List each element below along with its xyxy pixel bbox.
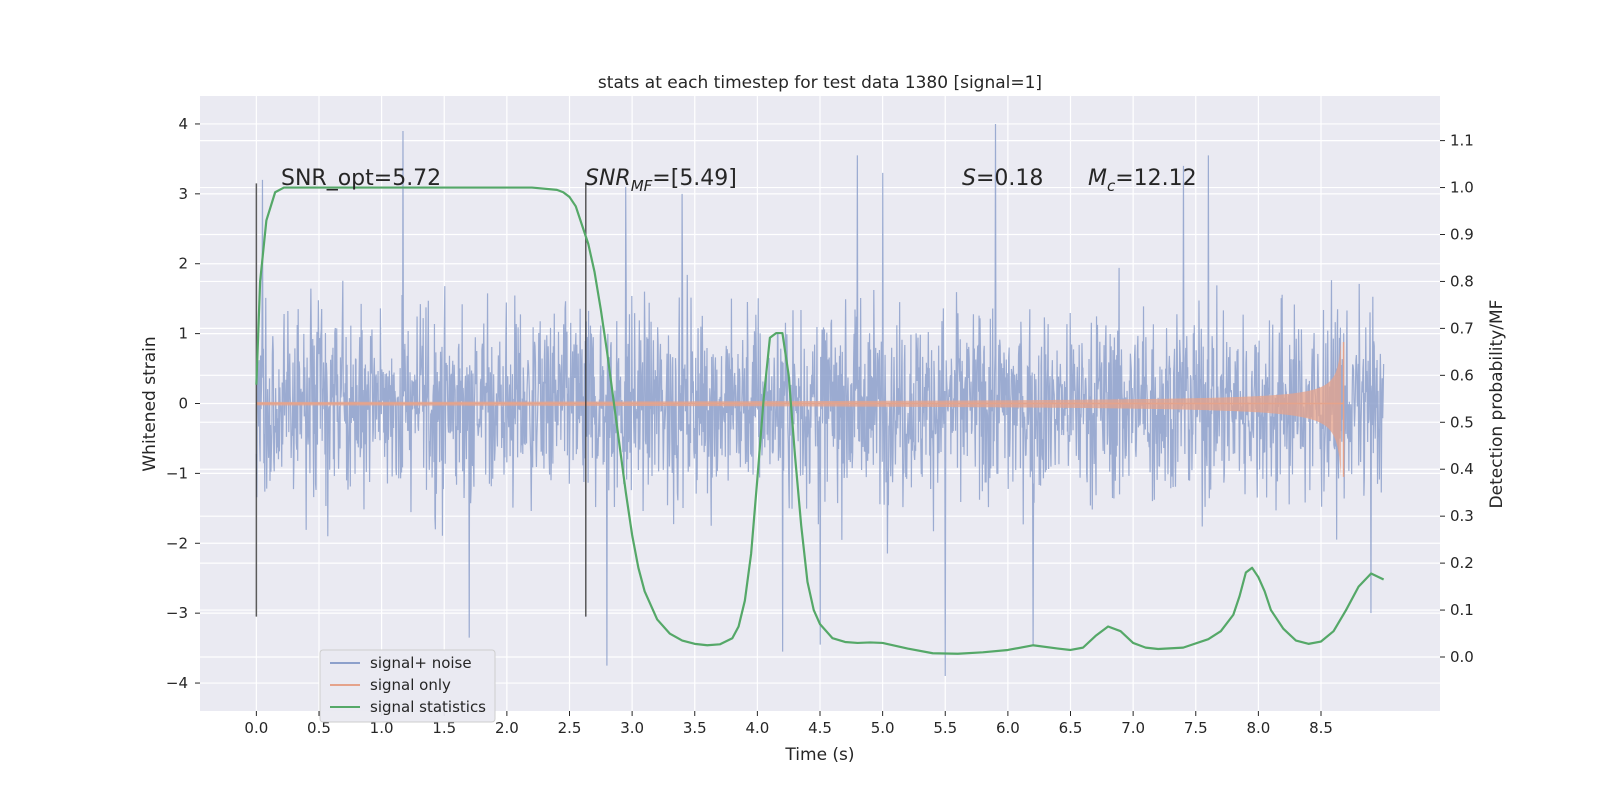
x-tick-label: 6.0	[996, 719, 1020, 737]
annotation-s-label: S	[962, 166, 976, 191]
x-tick-label: 8.0	[1246, 719, 1270, 737]
annotation-snr-mf: SNRMF=[5.49]	[585, 166, 737, 195]
x-tick-label: 5.5	[933, 719, 957, 737]
x-tick-label: 0.5	[307, 719, 331, 737]
annotation-snr-mf-value: =[5.49]	[652, 166, 737, 191]
axis-ticks: 0.0 0.5 1.0 1.5 2.0 2.5 3.0 3.5 4.0 4.5 5.0 5.5 6.0 6…	[166, 115, 1474, 737]
legend: signal+ noise signal only signal statist…	[319, 649, 496, 723]
annotation-snr-mf-label: SNR	[585, 166, 631, 191]
annotation-s-value: =0.18	[976, 166, 1043, 191]
x-tick-label: 4.0	[745, 719, 769, 737]
x-tick-label: 3.0	[620, 719, 644, 737]
y2-tick-label: 0.2	[1450, 554, 1474, 572]
y2-tick-label: 0.9	[1450, 225, 1474, 243]
x-tick-label: 2.0	[495, 719, 519, 737]
y-tick-label: 2	[178, 255, 188, 273]
annotation-snr-mf-sub: MF	[631, 177, 653, 195]
x-tick-label: 4.5	[808, 719, 832, 737]
x-tick-label: 3.5	[683, 719, 707, 737]
y-tick-label: −4	[166, 674, 188, 692]
legend-label-signal-only: signal only	[370, 676, 451, 694]
y-tick-label: −3	[166, 604, 188, 622]
x-tick-label: 8.5	[1309, 719, 1333, 737]
series-line-signal-statistics	[255, 186, 1385, 655]
legend-box	[319, 649, 496, 723]
y2-tick-label: 0.6	[1450, 366, 1474, 384]
annotation-mc-sub: c	[1107, 177, 1116, 195]
y-tick-label: −2	[166, 534, 188, 552]
x-tick-label: 6.5	[1059, 719, 1083, 737]
x-tick-label: 7.0	[1121, 719, 1145, 737]
y2-tick-label: 1.0	[1450, 179, 1474, 197]
y-tick-label: 3	[178, 185, 188, 203]
y-tick-label: −1	[166, 464, 188, 482]
annotation-snr-opt: SNR_opt=5.72	[281, 166, 441, 191]
chart-title: stats at each timestep for test data 138…	[598, 73, 1042, 93]
series-signal-statistics	[255, 186, 1385, 655]
legend-label-signal-statistics: signal statistics	[370, 698, 486, 716]
series-signal-noise	[255, 123, 1385, 677]
annotation-s: S=0.18	[962, 166, 1043, 191]
annotation-mc: Mc=12.12	[1088, 166, 1197, 195]
annotation-mc-value: =12.12	[1115, 166, 1196, 191]
legend-label-signal-noise: signal+ noise	[370, 654, 472, 672]
y-tick-label: 1	[178, 325, 188, 343]
y2-tick-label: 0.5	[1450, 413, 1474, 431]
y2-axis-label: Detection probability/MF	[1487, 300, 1507, 509]
y2-tick-label: 0.7	[1450, 319, 1474, 337]
x-tick-label: 2.5	[558, 719, 582, 737]
y-tick-label: 0	[178, 395, 188, 413]
plot-area	[255, 123, 1385, 677]
x-tick-label: 5.0	[871, 719, 895, 737]
y2-tick-label: 1.1	[1450, 132, 1474, 150]
y2-tick-label: 0.1	[1450, 601, 1474, 619]
y2-tick-label: 0.3	[1450, 507, 1474, 525]
y-axis-label: Whitened strain	[140, 336, 160, 471]
x-axis-label: Time (s)	[784, 745, 854, 765]
x-tick-label: 7.5	[1184, 719, 1208, 737]
annotations: SNR_opt=5.72 SNRMF=[5.49] S=0.18 Mc=12.1…	[281, 166, 1197, 195]
y2-tick-label: 0.4	[1450, 460, 1474, 478]
x-tick-label: 1.5	[432, 719, 456, 737]
series-line-signal-noise	[255, 123, 1385, 677]
annotation-mc-label: M	[1088, 166, 1107, 191]
y2-tick-label: 0.0	[1450, 648, 1474, 666]
series-signal-only	[256, 342, 1345, 477]
y-tick-label: 4	[178, 115, 188, 133]
x-tick-label: 0.0	[244, 719, 268, 737]
vertical-markers	[255, 183, 587, 617]
x-tick-label: 1.0	[370, 719, 394, 737]
y2-tick-label: 0.8	[1450, 272, 1474, 290]
